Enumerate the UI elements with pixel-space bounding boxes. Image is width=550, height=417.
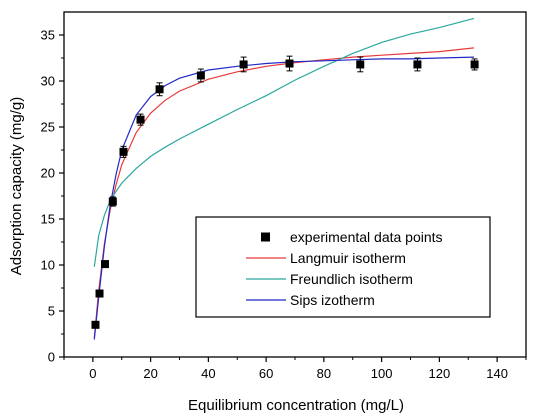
- y-tick-label: 25: [41, 120, 55, 135]
- legend-label: Freundlich isotherm: [290, 271, 413, 287]
- x-axis-title: Equilibrium concentration (mg/L): [188, 397, 404, 414]
- legend-label: experimental data points: [290, 229, 443, 245]
- y-tick-label: 5: [48, 304, 55, 319]
- x-tick-label: 0: [89, 366, 96, 381]
- data-point: [470, 60, 479, 69]
- y-tick-label: 35: [41, 28, 55, 43]
- y-axis-title: Adsorption capacity (mg/g): [8, 97, 25, 275]
- axes-layer: 0 20 40 60 80 100 120 140 0 5 10 15 20 25 30 35: [41, 28, 527, 381]
- y-tick-label: 10: [41, 258, 55, 273]
- data-point: [108, 197, 117, 206]
- legend-label: Langmuir isotherm: [290, 250, 406, 266]
- data-point: [285, 59, 294, 68]
- x-tick-label: 20: [143, 366, 157, 381]
- legend-label: Sips izotherm: [290, 292, 375, 308]
- data-point: [101, 260, 110, 269]
- y-tick-label: 15: [41, 212, 55, 227]
- data-point: [239, 60, 248, 69]
- data-point: [196, 71, 205, 80]
- legend-marker: [261, 232, 270, 242]
- x-tick-label: 80: [317, 366, 331, 381]
- y-tick-label: 30: [41, 74, 55, 89]
- legend-box: [195, 216, 491, 318]
- series-layer: [91, 17, 479, 340]
- x-tick-label: 40: [201, 366, 215, 381]
- data-point: [119, 147, 128, 156]
- data-point: [413, 60, 422, 69]
- data-point: [155, 85, 164, 94]
- data-point: [136, 115, 145, 124]
- x-tick-label: 60: [259, 366, 273, 381]
- x-tick-label: 140: [486, 366, 508, 381]
- x-tick-label: 120: [429, 366, 451, 381]
- y-tick-label: 0: [48, 350, 55, 365]
- x-tick-label: 100: [371, 366, 393, 381]
- data-point: [356, 60, 365, 69]
- legend: experimental data points Langmuir isother…: [195, 216, 491, 318]
- y-tick-label: 20: [41, 166, 55, 181]
- data-point: [95, 289, 104, 298]
- data-point: [91, 320, 100, 329]
